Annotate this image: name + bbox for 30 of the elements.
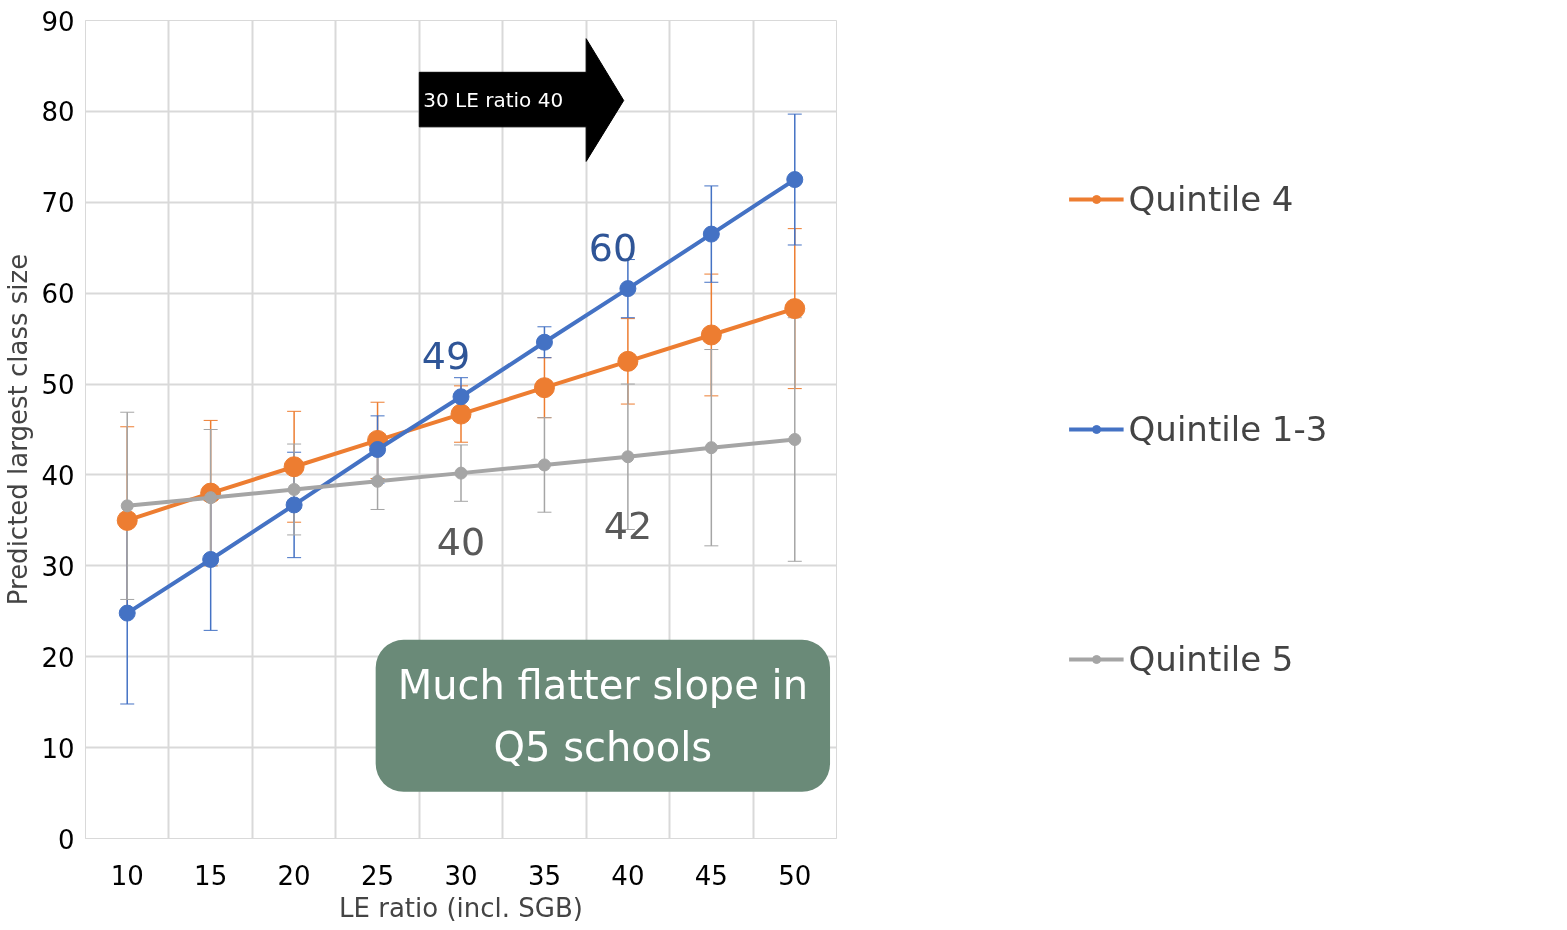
y-tick-label: 90 xyxy=(41,6,75,37)
legend-label: Quintile 5 xyxy=(1128,639,1294,679)
x-tick-label: 25 xyxy=(361,860,395,891)
x-axis-title: LE ratio (incl. SGB) xyxy=(339,892,583,923)
x-tick-label: 45 xyxy=(694,860,728,891)
x-tick-label: 40 xyxy=(611,860,645,891)
y-tick-label: 40 xyxy=(41,460,75,491)
x-tick-label: 10 xyxy=(110,860,144,891)
x-tick-label: 50 xyxy=(778,860,812,891)
data-label: 40 xyxy=(436,520,486,565)
y-axis-title: Predicted largest class size xyxy=(3,253,34,606)
data-label: 42 xyxy=(603,503,653,548)
y-tick-label: 20 xyxy=(41,642,75,673)
x-tick-label: 20 xyxy=(277,860,311,891)
x-tick-label: 35 xyxy=(527,860,561,891)
data-label: 60 xyxy=(588,225,638,270)
data-label: 49 xyxy=(421,333,471,378)
y-tick-label: 50 xyxy=(41,370,75,401)
y-tick-label: 30 xyxy=(41,551,75,582)
annotation: Much flatter slope in Q5 schools xyxy=(397,661,809,770)
y-tick-label: 70 xyxy=(41,188,75,219)
annotation: 30 LE ratio 40 xyxy=(423,88,564,113)
y-tick-label: 80 xyxy=(41,97,75,128)
y-tick-label: 10 xyxy=(41,733,75,764)
legend-label: Quintile 1-3 xyxy=(1128,409,1328,449)
y-tick-label: 60 xyxy=(41,279,75,310)
y-tick-label: 0 xyxy=(57,824,75,855)
x-tick-label: 15 xyxy=(194,860,228,891)
x-tick-label: 30 xyxy=(444,860,478,891)
legend-label: Quintile 4 xyxy=(1128,179,1294,219)
